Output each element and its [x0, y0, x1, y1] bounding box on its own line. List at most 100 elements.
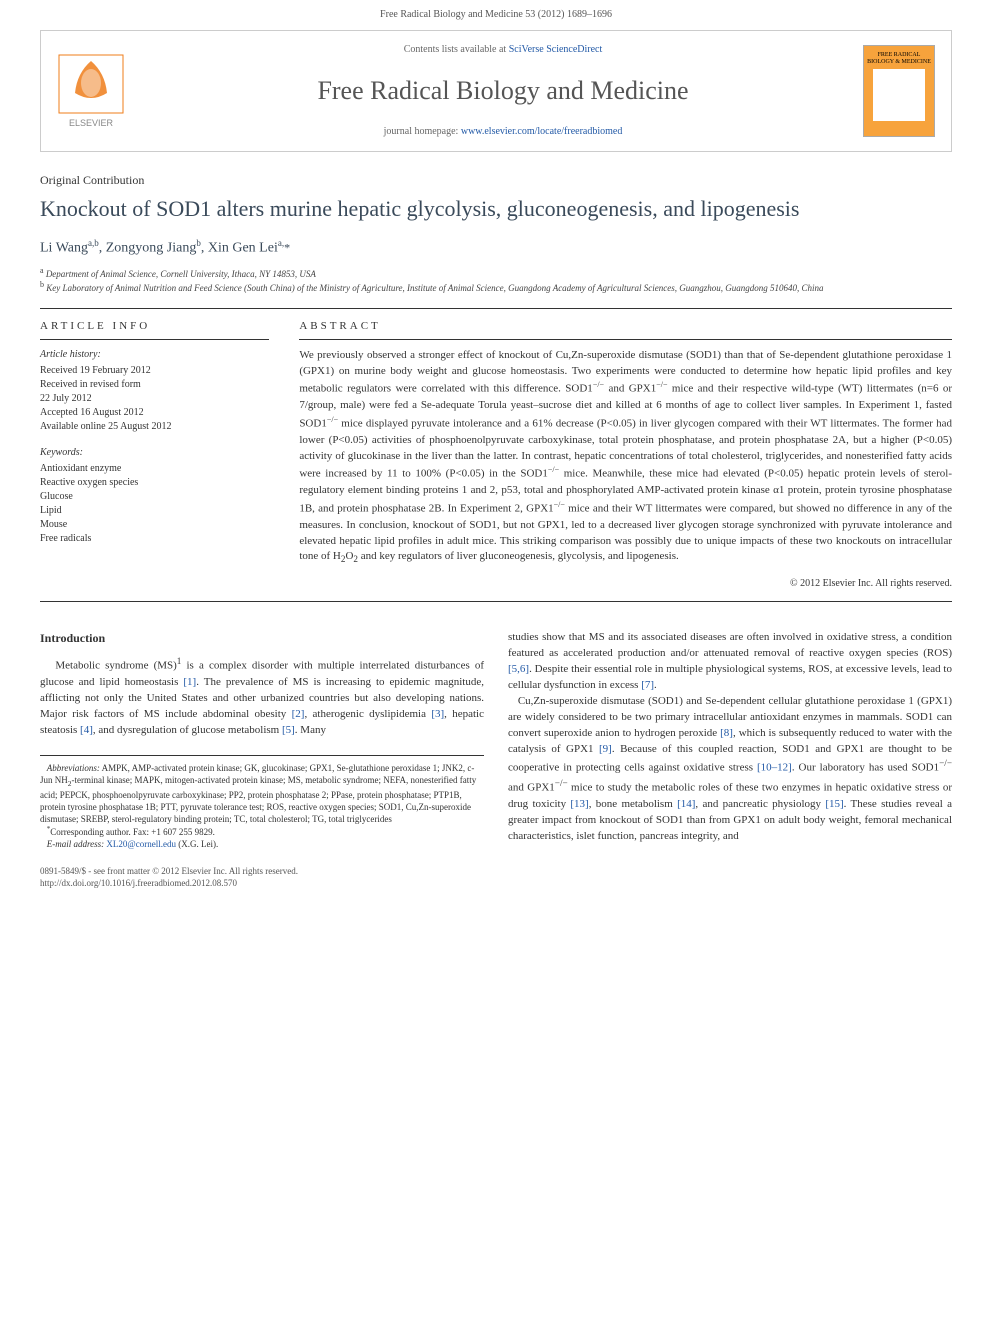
citation-link[interactable]: [4]: [80, 724, 93, 736]
author-2-aff: b: [196, 238, 201, 248]
keyword: Reactive oxygen species: [40, 476, 269, 490]
email-footnote: E-mail address: XL20@cornell.edu (X.G. L…: [40, 838, 484, 850]
journal-masthead: ELSEVIER Contents lists available at Sci…: [40, 30, 952, 152]
contents-prefix: Contents lists available at: [404, 44, 509, 55]
citation-link[interactable]: [8]: [720, 727, 733, 739]
text-frag: , atherogenic dyslipidemia: [304, 708, 431, 720]
text-frag: , and dysregulation of glucose metabolis…: [93, 724, 282, 736]
body-two-column: Introduction Metabolic syndrome (MS)1 is…: [40, 630, 952, 851]
keywords-label: Keywords:: [40, 446, 269, 460]
history-line: 22 July 2012: [40, 392, 269, 406]
author-3: Xin Gen Lei: [208, 240, 278, 255]
history-line: Accepted 16 August 2012: [40, 406, 269, 420]
homepage-link[interactable]: www.elsevier.com/locate/freeradbiomed: [461, 126, 623, 137]
article-info-label: ARTICLE INFO: [40, 319, 269, 339]
genotype-sup: −/−: [555, 778, 568, 788]
masthead-center: Contents lists available at SciVerse Sci…: [143, 43, 863, 139]
article-title: Knockout of SOD1 alters murine hepatic g…: [40, 195, 952, 223]
cover-graphic: [873, 69, 925, 121]
keyword: Lipid: [40, 504, 269, 518]
keyword: Antioxidant enzyme: [40, 462, 269, 476]
author-list: Li Wanga,b, Zongyong Jiangb, Xin Gen Lei…: [40, 237, 952, 258]
text-frag: . Our laboratory has used SOD1: [792, 762, 939, 774]
abstract-panel: ABSTRACT We previously observed a strong…: [299, 319, 952, 591]
affiliation-a: Department of Animal Science, Cornell Un…: [46, 269, 316, 279]
cover-text: FREE RADICAL BIOLOGY & MEDICINE: [864, 52, 934, 65]
history-line: Available online 25 August 2012: [40, 420, 269, 434]
intro-paragraph: Metabolic syndrome (MS)1 is a complex di…: [40, 655, 484, 738]
keyword: Glucose: [40, 490, 269, 504]
citation-link[interactable]: [10–12]: [757, 762, 792, 774]
abstract-frag: and key regulators of liver gluconeogene…: [358, 550, 679, 562]
author-2: Zongyong Jiang: [106, 240, 197, 255]
email-suffix: (X.G. Lei).: [178, 839, 218, 849]
citation-link[interactable]: [9]: [599, 743, 612, 755]
text-frag: . Many: [295, 724, 326, 736]
abbrev-text: -terminal kinase; MAPK, mitogen-activate…: [40, 775, 476, 824]
abstract-copyright: © 2012 Elsevier Inc. All rights reserved…: [299, 577, 952, 591]
citation-link[interactable]: [7]: [641, 679, 654, 691]
homepage-line: journal homepage: www.elsevier.com/locat…: [143, 125, 863, 139]
journal-cover-thumbnail: FREE RADICAL BIOLOGY & MEDICINE: [863, 45, 935, 137]
email-link[interactable]: XL20@cornell.edu: [104, 839, 178, 849]
genotype-sup: −/−: [593, 380, 604, 389]
citation-link[interactable]: [2]: [292, 708, 305, 720]
citation-link[interactable]: [15]: [825, 798, 843, 810]
corr-author-text: Corresponding author. Fax: +1 607 255 98…: [50, 827, 215, 837]
intro-heading: Introduction: [40, 630, 484, 647]
author-1: Li Wang: [40, 240, 88, 255]
corresponding-mark: *: [284, 240, 290, 254]
text-frag: and GPX1: [508, 782, 555, 794]
text-frag: studies show that MS and its associated …: [508, 631, 952, 659]
genotype-sup: −/−: [939, 758, 952, 768]
citation-link[interactable]: [3]: [431, 708, 444, 720]
column-right: studies show that MS and its associated …: [508, 630, 952, 851]
keyword: Free radicals: [40, 532, 269, 546]
abstract-label: ABSTRACT: [299, 319, 952, 339]
elsevier-logo: ELSEVIER: [57, 53, 125, 129]
article-content: Original Contribution Knockout of SOD1 a…: [0, 172, 992, 850]
text-frag: . Despite their essential role in multip…: [508, 663, 952, 691]
citation-link[interactable]: [1]: [183, 676, 196, 688]
genotype-sup: −/−: [656, 380, 667, 389]
keywords-block: Keywords: Antioxidant enzyme Reactive ox…: [40, 446, 269, 546]
text-frag: , and pancreatic physiology: [695, 798, 825, 810]
svg-text:ELSEVIER: ELSEVIER: [69, 118, 114, 128]
running-head: Free Radical Biology and Medicine 53 (20…: [0, 0, 992, 30]
abbreviations-footnote: Abbreviations: AMPK, AMP-activated prote…: [40, 762, 484, 825]
corresponding-footnote: *Corresponding author. Fax: +1 607 255 9…: [40, 825, 484, 838]
keyword: Mouse: [40, 518, 269, 532]
email-label: E-mail address:: [47, 839, 104, 849]
body-paragraph: studies show that MS and its associated …: [508, 630, 952, 694]
doi-line: http://dx.doi.org/10.1016/j.freeradbiome…: [40, 878, 952, 890]
affiliation-b: Key Laboratory of Animal Nutrition and F…: [46, 283, 823, 293]
citation-link[interactable]: [5,6]: [508, 663, 529, 675]
copyright-line: 0891-5849/$ - see front matter © 2012 El…: [40, 866, 952, 878]
homepage-prefix: journal homepage:: [384, 126, 461, 137]
section-divider: [40, 308, 952, 309]
text-frag: .: [654, 679, 657, 691]
article-history: Article history: Received 19 February 20…: [40, 348, 269, 434]
abstract-text: We previously observed a stronger effect…: [299, 348, 952, 567]
history-line: Received 19 February 2012: [40, 364, 269, 378]
article-type: Original Contribution: [40, 172, 952, 189]
affiliations: a Department of Animal Science, Cornell …: [40, 266, 952, 294]
article-info-panel: ARTICLE INFO Article history: Received 1…: [40, 319, 269, 591]
citation-link[interactable]: [14]: [677, 798, 695, 810]
text-frag: Metabolic syndrome (MS): [55, 660, 176, 672]
contents-line: Contents lists available at SciVerse Sci…: [143, 43, 863, 57]
history-label: Article history:: [40, 348, 269, 362]
body-paragraph: Cu,Zn-superoxide dismutase (SOD1) and Se…: [508, 694, 952, 845]
page-footer: 0891-5849/$ - see front matter © 2012 El…: [40, 866, 952, 889]
section-divider: [40, 601, 952, 602]
abstract-frag: and GPX1: [604, 383, 656, 395]
abbrev-label: Abbreviations:: [47, 763, 100, 773]
citation-link[interactable]: [13]: [570, 798, 588, 810]
citation-link[interactable]: [5]: [282, 724, 295, 736]
sciencedirect-link[interactable]: SciVerse ScienceDirect: [509, 44, 603, 55]
genotype-sup: −/−: [327, 415, 338, 424]
history-line: Received in revised form: [40, 378, 269, 392]
footnotes-block: Abbreviations: AMPK, AMP-activated prote…: [40, 755, 484, 851]
author-1-aff: a,b: [88, 238, 99, 248]
info-abstract-row: ARTICLE INFO Article history: Received 1…: [40, 319, 952, 591]
